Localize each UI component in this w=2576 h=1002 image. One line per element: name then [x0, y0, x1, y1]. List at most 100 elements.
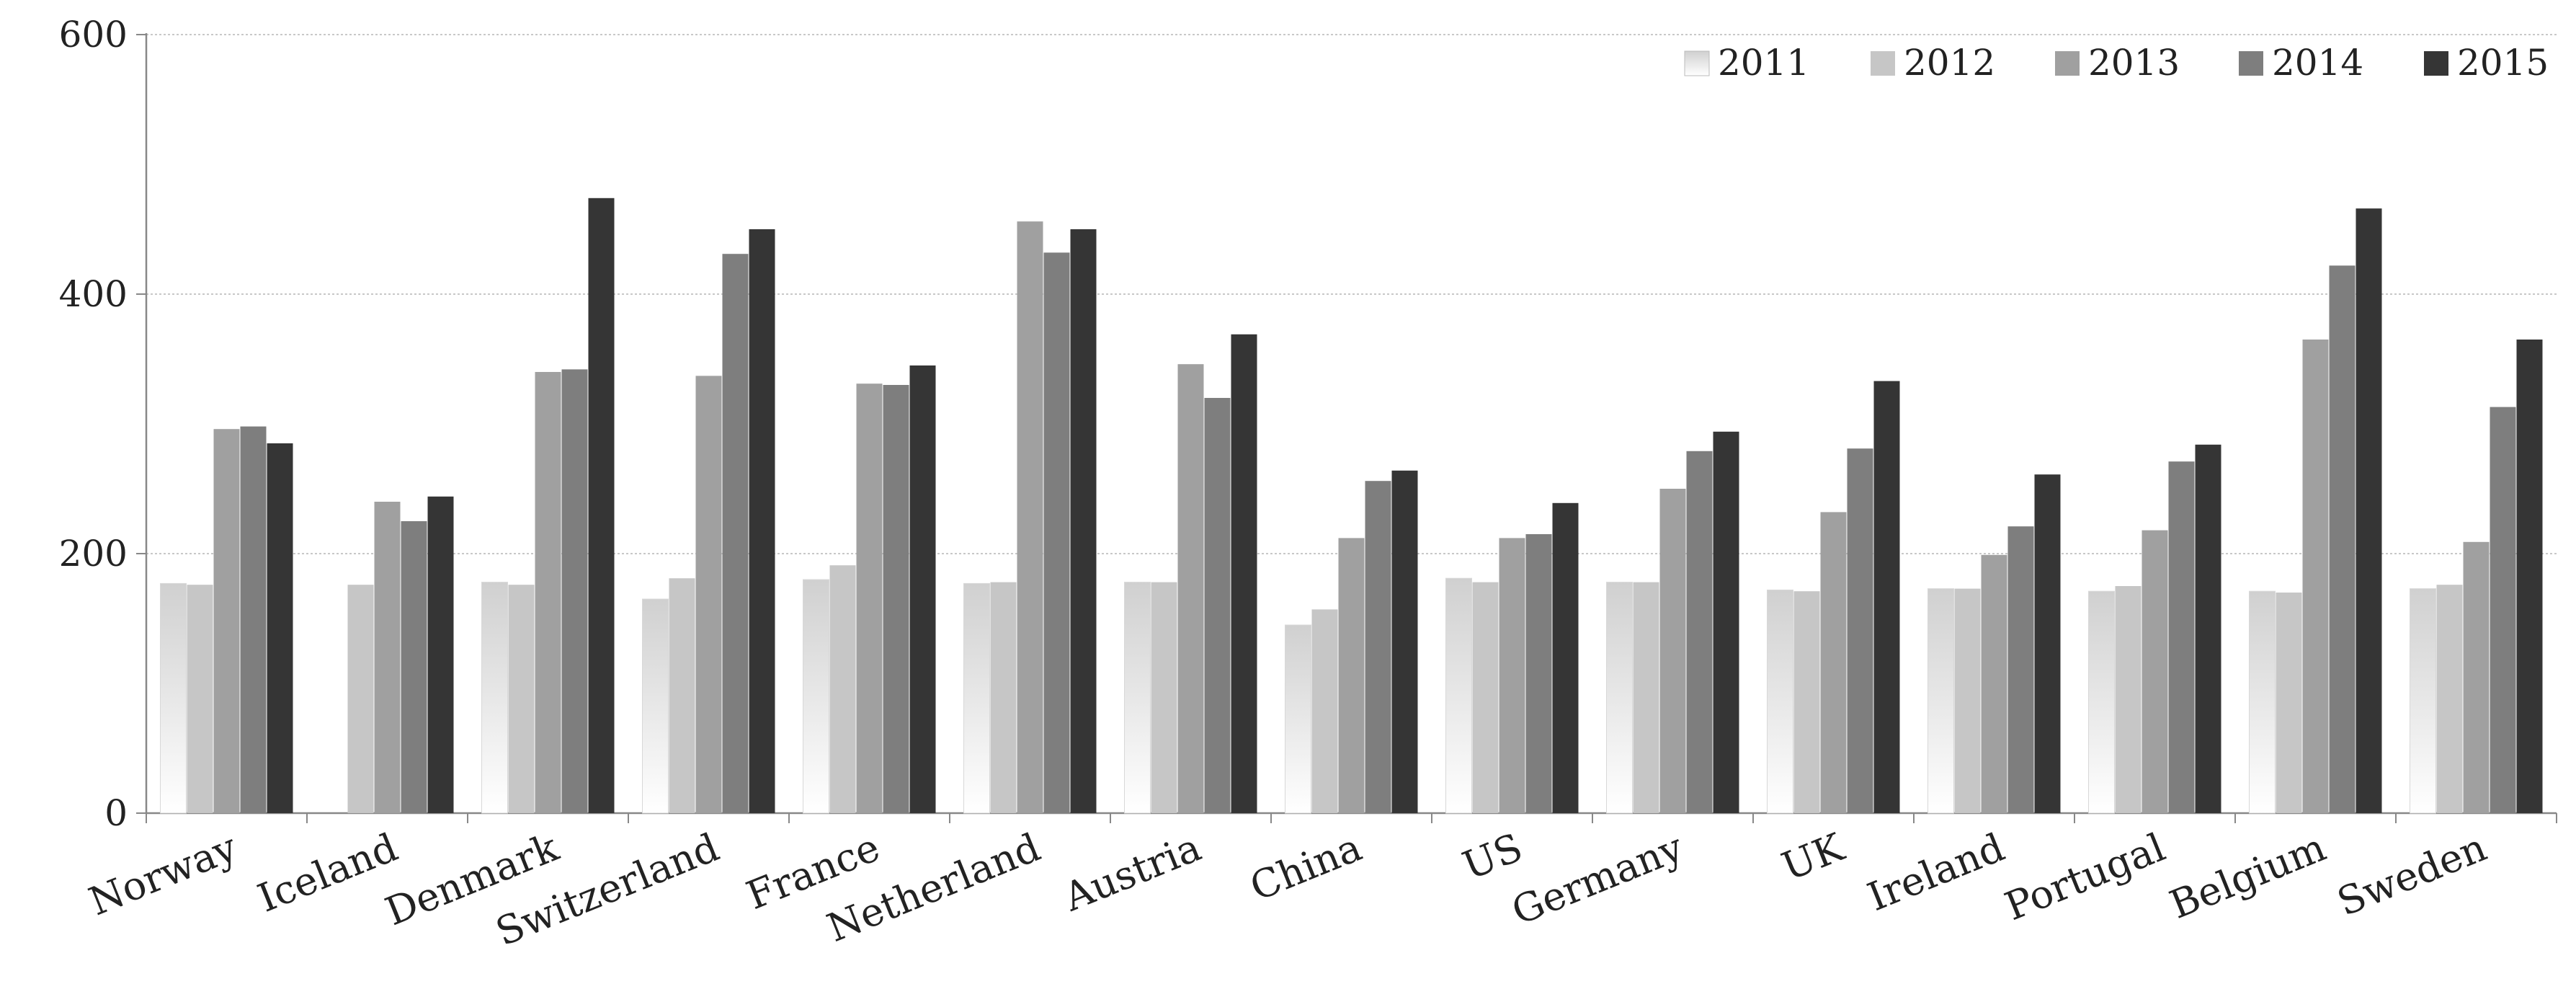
bar-2013-ireland [1981, 554, 2007, 813]
bar-2015-uk [1873, 381, 1900, 813]
bar-2012-germany [1633, 582, 1659, 813]
bar-2015-austria [1231, 334, 1257, 813]
bar-2014-germany [1686, 451, 1713, 813]
bar-2012-sweden [2436, 585, 2463, 813]
bar-2014-ireland [2007, 526, 2034, 813]
bar-2011-uk [1767, 589, 1793, 814]
x-tick-label: Ireland [1861, 825, 2010, 921]
bar-2015-china [1391, 470, 1418, 813]
bar-2012-ireland [1954, 588, 1981, 813]
bar-2013-uk [1820, 512, 1847, 813]
x-tick-label: Portugal [1999, 825, 2172, 930]
bar-2014-netherland [1043, 252, 1070, 813]
bar-2011-netherland [963, 582, 990, 814]
legend-swatch-2015 [2424, 51, 2448, 76]
legend-swatch-2012 [1871, 51, 1895, 76]
bar-2015-germany [1713, 431, 1739, 813]
bar-2012-china [1311, 609, 1338, 813]
bar-2011-us [1445, 577, 1472, 814]
bar-2015-iceland [427, 496, 454, 813]
x-tick-label: Belgium [2164, 825, 2332, 928]
legend-label-2013: 2013 [2088, 42, 2180, 84]
bar-2011-denmark [481, 582, 508, 814]
bar-2015-ireland [2034, 474, 2061, 813]
bar-2011-ireland [1927, 588, 1954, 814]
bar-2015-us [1552, 502, 1579, 813]
bar-2012-france [829, 565, 856, 813]
x-tick-label: US [1456, 825, 1528, 889]
bar-2013-france [856, 383, 883, 813]
bar-2012-portugal [2115, 586, 2142, 813]
legend: 2011 2012 2013 2014 2015 [1684, 42, 2549, 84]
bar-2014-uk [1847, 448, 1873, 813]
bar-2011-norway [160, 582, 187, 814]
bar-2012-iceland [347, 585, 374, 813]
legend-label-2015: 2015 [2457, 42, 2549, 84]
bars [160, 198, 2543, 814]
bar-2014-iceland [401, 521, 427, 813]
bar-2014-china [1365, 481, 1391, 813]
legend-label-2011: 2011 [1718, 42, 1809, 84]
bar-2012-belgium [2276, 593, 2302, 813]
x-tick-label: Austria [1057, 825, 1208, 921]
bar-2015-netherland [1070, 229, 1097, 813]
bar-2012-uk [1793, 591, 1820, 813]
y-tick-label: 0 [104, 792, 128, 834]
bar-2011-germany [1606, 582, 1633, 814]
bar-2015-portugal [2195, 444, 2221, 813]
bar-2014-france [883, 385, 909, 813]
bar-2014-sweden [2490, 407, 2516, 813]
bar-2014-norway [240, 426, 267, 813]
bar-2012-denmark [508, 585, 535, 813]
bar-2012-switzerland [669, 578, 695, 813]
bar-2013-portugal [2142, 530, 2168, 813]
bar-2013-china [1338, 538, 1365, 813]
bar-2011-sweden [2410, 588, 2436, 814]
bar-2014-denmark [561, 369, 588, 813]
y-tick-label: 200 [59, 533, 128, 575]
legend-swatch-2011 [1684, 50, 1710, 76]
bar-2013-denmark [535, 372, 561, 813]
bar-2015-switzerland [749, 229, 775, 813]
bar-2011-austria [1124, 582, 1151, 814]
bar-2013-austria [1177, 364, 1204, 813]
x-tick-label: Germany [1505, 824, 1689, 934]
legend-label-2012: 2012 [1904, 42, 1995, 84]
bar-2015-sweden [2516, 340, 2543, 813]
bar-2013-germany [1659, 489, 1686, 813]
bar-2012-us [1472, 582, 1499, 813]
x-tick-label: UK [1775, 824, 1851, 890]
bar-2011-belgium [2249, 590, 2276, 814]
bar-2015-denmark [588, 198, 615, 813]
x-tick-label: Norway [83, 824, 244, 924]
legend-swatch-2013 [2055, 51, 2080, 76]
bar-2014-switzerland [722, 254, 749, 813]
bar-2013-switzerland [695, 376, 722, 813]
bar-2014-belgium [2329, 265, 2356, 813]
y-tick-label: 400 [59, 273, 128, 315]
bar-2013-iceland [374, 502, 401, 813]
bar-2013-norway [213, 429, 240, 813]
bar-2013-netherland [1017, 221, 1043, 813]
bar-2011-france [803, 579, 829, 814]
y-tick-label: 600 [59, 14, 128, 56]
bar-2013-us [1499, 538, 1525, 813]
bar-2014-portugal [2168, 461, 2195, 813]
x-tick-label: China [1244, 825, 1368, 910]
bar-2014-austria [1204, 398, 1231, 813]
legend-label-2014: 2014 [2272, 42, 2363, 84]
bar-2011-switzerland [642, 598, 669, 814]
bar-2013-sweden [2463, 541, 2490, 813]
legend-swatch-2014 [2239, 51, 2263, 76]
bar-2012-netherland [990, 582, 1017, 813]
bar-2015-norway [267, 443, 293, 813]
bar-2012-austria [1151, 582, 1177, 813]
gridlines [146, 34, 2557, 554]
bar-2015-belgium [2356, 208, 2382, 813]
bar-2013-belgium [2302, 340, 2329, 813]
x-tick-label: Iceland [251, 825, 404, 921]
bar-2015-france [909, 365, 936, 813]
bar-2011-portugal [2088, 590, 2115, 814]
